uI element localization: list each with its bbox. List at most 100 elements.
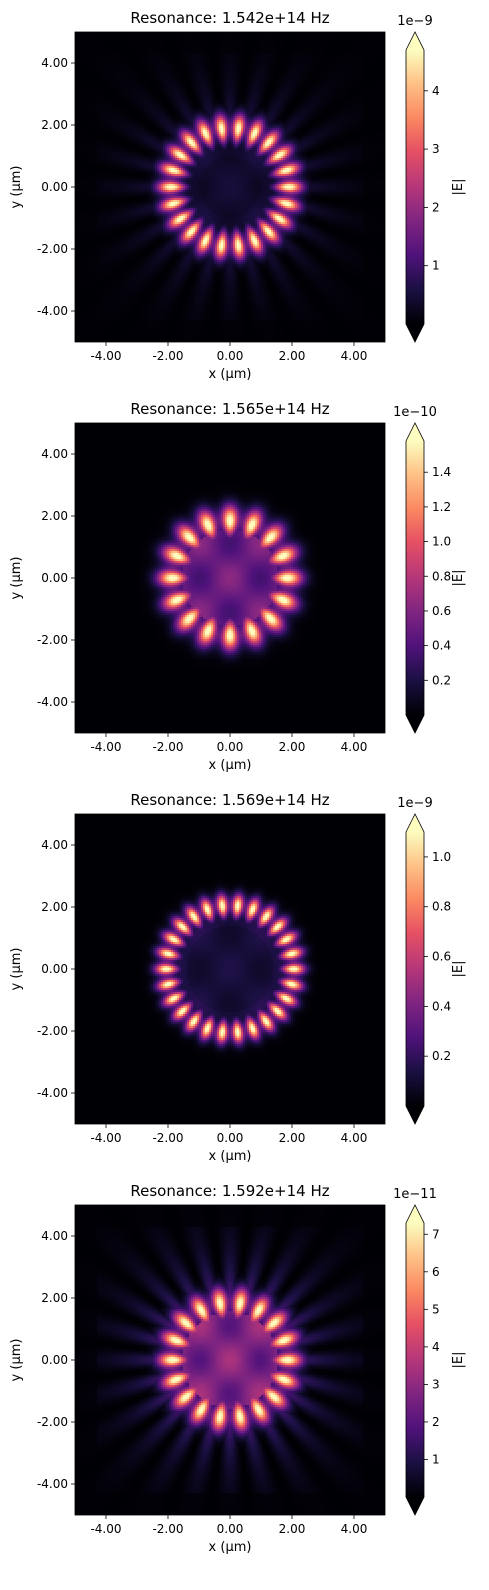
x-tick-label: -2.00 — [152, 1522, 183, 1536]
x-tick-label: 2.00 — [279, 740, 306, 754]
y-tick-label: -4.00 — [37, 1477, 68, 1491]
y-tick-label: 4.00 — [41, 1229, 68, 1243]
colorbar: 1 2 3 4 1e−9 |E| — [397, 14, 466, 343]
y-axis-label: y (µm) — [9, 1339, 24, 1382]
x-tick-label: 4.00 — [341, 1522, 368, 1536]
x-axis-label: x (µm) — [209, 1149, 252, 1164]
colorbar-tick-label: 4 — [432, 1340, 440, 1354]
colorbar-tick-label: 1.0 — [432, 535, 451, 549]
colorbar-tick-label: 2 — [432, 200, 440, 214]
colorbar-tick-label: 5 — [432, 1302, 440, 1316]
y-tick-label: -2.00 — [37, 633, 68, 647]
colorbar-tick-label: 1.0 — [432, 850, 451, 864]
y-tick-label: -2.00 — [37, 1024, 68, 1038]
x-tick-label: 4.00 — [341, 740, 368, 754]
colorbar-label: |E| — [451, 961, 466, 978]
y-tick-label: -4.00 — [37, 1086, 68, 1100]
colorbar-extend-min — [406, 1497, 424, 1515]
colorbar-gradient — [406, 441, 424, 715]
colorbar-tick-label: 1.2 — [432, 500, 451, 514]
y-axis-label: y (µm) — [9, 166, 24, 209]
colorbar-label: |E| — [451, 179, 466, 196]
field-heatmap — [75, 423, 385, 733]
colorbar-outline — [405, 1204, 425, 1516]
colorbar-tick-label: 0.6 — [432, 950, 451, 964]
colorbar-tick-label: 0.2 — [432, 1049, 451, 1063]
colorbar-gradient — [406, 50, 424, 324]
colorbar-tick-label: 6 — [432, 1265, 440, 1279]
colorbar-extend-max — [406, 1205, 424, 1223]
colorbar-extend-min — [406, 715, 424, 733]
panel-title: Resonance: 1.569e+14 Hz — [130, 791, 329, 809]
colorbar-exponent: 1e−9 — [397, 796, 432, 811]
colorbar-label: |E| — [451, 570, 466, 587]
y-tick-label: 4.00 — [41, 56, 68, 70]
colorbar-extend-max — [406, 32, 424, 50]
x-tick-label: -2.00 — [152, 1131, 183, 1145]
y-tick-label: 4.00 — [41, 838, 68, 852]
y-tick-label: 0.00 — [41, 180, 68, 194]
x-tick-label: 0.00 — [217, 349, 244, 363]
colorbar: 0.2 0.4 0.6 0.8 1.0 1.2 1.4 1e−10 |E| — [393, 405, 466, 734]
y-tick-label: -4.00 — [37, 695, 68, 709]
colorbar-tick-label: 0.4 — [432, 999, 451, 1013]
x-tick-label: 2.00 — [279, 1131, 306, 1145]
colorbar-tick-label: 3 — [432, 1377, 440, 1391]
y-axis-label: y (µm) — [9, 557, 24, 600]
colorbar-extend-min — [406, 324, 424, 342]
y-tick-label: 0.00 — [41, 1353, 68, 1367]
colorbar-tick-label: 3 — [432, 142, 440, 156]
y-tick-label: -2.00 — [37, 242, 68, 256]
x-tick-label: 0.00 — [217, 1131, 244, 1145]
y-tick-label: 2.00 — [41, 900, 68, 914]
colorbar-tick-label: 0.8 — [432, 569, 451, 583]
x-tick-label: 0.00 — [217, 740, 244, 754]
colorbar-tick-label: 2 — [432, 1415, 440, 1429]
panel-title: Resonance: 1.592e+14 Hz — [130, 1182, 329, 1200]
x-tick-label: -4.00 — [90, 1131, 121, 1145]
x-axis-label: x (µm) — [209, 1540, 252, 1555]
y-tick-label: 2.00 — [41, 118, 68, 132]
x-tick-label: -2.00 — [152, 740, 183, 754]
y-axis-label: y (µm) — [9, 948, 24, 991]
colorbar-outline — [405, 422, 425, 734]
x-tick-label: -2.00 — [152, 349, 183, 363]
x-axis-label: x (µm) — [209, 758, 252, 773]
colorbar-extend-max — [406, 814, 424, 832]
y-tick-label: 2.00 — [41, 509, 68, 523]
heatmap-panel: Resonance: 1.542e+14 Hz -4.00 -2.00 0.00 2.0… — [9, 9, 466, 382]
y-tick-label: 4.00 — [41, 447, 68, 461]
colorbar-tick-label: 0.6 — [432, 604, 451, 618]
x-tick-label: 2.00 — [279, 1522, 306, 1536]
colorbar-gradient — [406, 832, 424, 1106]
y-tick-label: 0.00 — [41, 571, 68, 585]
panel-title: Resonance: 1.542e+14 Hz — [130, 9, 329, 27]
colorbar-tick-label: 0.4 — [432, 639, 451, 653]
colorbar-extend-min — [406, 1106, 424, 1124]
x-tick-label: -4.00 — [90, 740, 121, 754]
colorbar-tick-label: 7 — [432, 1227, 440, 1241]
x-axis-label: x (µm) — [209, 367, 252, 382]
colorbar-tick-label: 1 — [432, 1452, 440, 1466]
colorbar-exponent: 1e−11 — [393, 1187, 437, 1202]
y-tick-label: -2.00 — [37, 1415, 68, 1429]
heatmap-panel: Resonance: 1.592e+14 Hz -4.00 -2.00 0.00 2.0… — [9, 1182, 466, 1555]
colorbar-exponent: 1e−9 — [397, 14, 432, 29]
field-heatmap — [75, 814, 385, 1124]
colorbar-extend-max — [406, 423, 424, 441]
x-tick-label: 4.00 — [341, 349, 368, 363]
x-tick-label: -4.00 — [90, 1522, 121, 1536]
y-tick-label: 0.00 — [41, 962, 68, 976]
y-tick-label: 2.00 — [41, 1291, 68, 1305]
y-tick-label: -4.00 — [37, 304, 68, 318]
x-tick-label: 0.00 — [217, 1522, 244, 1536]
x-tick-label: 2.00 — [279, 349, 306, 363]
field-heatmap — [75, 32, 385, 342]
colorbar-tick-label: 4 — [432, 84, 440, 98]
heatmap-panel: Resonance: 1.569e+14 Hz -4.00 -2.00 0.00 2.0… — [9, 791, 466, 1164]
heatmap-panel: Resonance: 1.565e+14 Hz -4.00 -2.00 0.00 2.0… — [9, 400, 466, 773]
colorbar-outline — [405, 31, 425, 343]
panel-title: Resonance: 1.565e+14 Hz — [130, 400, 329, 418]
colorbar-tick-label: 0.8 — [432, 900, 451, 914]
